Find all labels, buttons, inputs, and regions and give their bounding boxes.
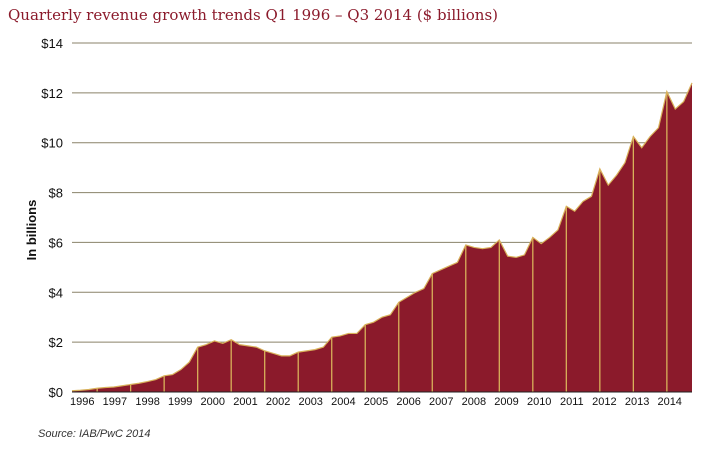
x-tick-label: 2014 xyxy=(657,396,681,408)
x-tick-label: 2010 xyxy=(527,396,551,408)
x-tick-label: 1996 xyxy=(70,396,94,408)
chart-title: Quarterly revenue growth trends Q1 1996 … xyxy=(8,6,499,24)
y-tick-label: $0 xyxy=(49,385,63,400)
x-tick-label: 2009 xyxy=(494,396,518,408)
source-note: Source: IAB/PwC 2014 xyxy=(38,428,151,440)
quarter-lines xyxy=(96,91,668,392)
x-tick-label: 2006 xyxy=(396,396,420,408)
y-tick-label: $12 xyxy=(41,86,63,101)
axes: $0 $2 $4 $6 $8 $10 $12 $14 1996 1997 1998 1999 2000 2… xyxy=(41,36,692,408)
y-axis-label: In billions xyxy=(24,200,39,261)
x-tick-label: 2005 xyxy=(364,396,388,408)
y-tick-label: $8 xyxy=(49,186,63,201)
x-tick-label: 2002 xyxy=(266,396,290,408)
x-tick-label: 1997 xyxy=(103,396,127,408)
x-tick-label: 2008 xyxy=(462,396,486,408)
area-fill xyxy=(72,82,692,392)
x-tick-label: 2013 xyxy=(625,396,649,408)
x-tick-label: 2001 xyxy=(233,396,257,408)
x-tick-label: 1999 xyxy=(168,396,192,408)
area-outline xyxy=(71,82,693,392)
y-tick-label: $4 xyxy=(49,285,63,300)
x-tick-label: 2000 xyxy=(201,396,225,408)
area-series xyxy=(71,82,693,392)
x-tick-label: 2011 xyxy=(560,396,584,408)
y-tick-label: $2 xyxy=(49,335,63,350)
x-tick-label: 2012 xyxy=(592,396,616,408)
y-tick-label: $6 xyxy=(49,235,63,250)
x-tick-label: 2004 xyxy=(331,396,355,408)
x-tick-label: 2007 xyxy=(429,396,453,408)
y-tick-label: $14 xyxy=(41,36,63,51)
x-tick-label: 1998 xyxy=(135,396,159,408)
y-tick-label: $10 xyxy=(41,136,63,151)
x-tick-label: 2003 xyxy=(298,396,322,408)
